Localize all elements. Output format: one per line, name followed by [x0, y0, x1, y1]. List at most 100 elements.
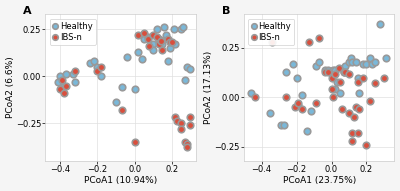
- Point: [131, 88, 138, 91]
- Point: [306, 40, 312, 44]
- Legend: Healthy, IBS-n: Healthy, IBS-n: [248, 19, 294, 45]
- X-axis label: PCoA1 (10.94%): PCoA1 (10.94%): [84, 176, 157, 185]
- Point: [87, 62, 93, 65]
- Point: [63, 73, 69, 76]
- Point: [141, 37, 147, 40]
- Point: [372, 60, 378, 63]
- Point: [135, 50, 142, 53]
- Point: [356, 108, 363, 111]
- Point: [363, 143, 370, 146]
- Point: [312, 102, 319, 105]
- Point: [382, 56, 389, 59]
- Point: [372, 82, 378, 85]
- Point: [156, 43, 162, 46]
- Point: [328, 88, 335, 91]
- Point: [328, 76, 335, 79]
- Point: [154, 28, 160, 31]
- Point: [187, 67, 194, 70]
- Point: [55, 80, 62, 83]
- Point: [354, 76, 361, 79]
- Point: [353, 60, 359, 63]
- Point: [321, 68, 328, 71]
- Point: [363, 62, 370, 65]
- Point: [292, 106, 298, 109]
- Point: [141, 32, 147, 35]
- Point: [150, 33, 156, 36]
- Point: [321, 70, 328, 73]
- Point: [340, 70, 347, 73]
- Point: [118, 86, 125, 89]
- Point: [330, 68, 336, 71]
- Point: [98, 65, 104, 68]
- Point: [340, 70, 347, 73]
- Point: [377, 23, 384, 26]
- Point: [183, 142, 190, 145]
- Point: [353, 106, 359, 109]
- Point: [278, 123, 284, 126]
- Point: [167, 41, 173, 44]
- Point: [163, 33, 169, 36]
- Point: [135, 33, 142, 36]
- Point: [180, 26, 186, 29]
- Point: [307, 110, 314, 113]
- Point: [360, 62, 366, 65]
- Point: [293, 76, 300, 79]
- Point: [61, 91, 67, 95]
- Point: [342, 64, 349, 67]
- Point: [146, 45, 153, 48]
- Point: [59, 79, 65, 82]
- Point: [139, 58, 145, 61]
- Point: [94, 65, 101, 68]
- Point: [346, 72, 352, 75]
- Point: [159, 49, 166, 52]
- Point: [90, 60, 97, 63]
- Point: [332, 88, 338, 91]
- Point: [354, 131, 361, 134]
- Point: [368, 62, 375, 65]
- Point: [118, 108, 125, 111]
- Point: [304, 129, 310, 132]
- Point: [342, 70, 349, 73]
- Point: [150, 49, 156, 52]
- Point: [381, 76, 387, 79]
- Point: [334, 80, 340, 83]
- Point: [174, 120, 180, 123]
- Point: [154, 35, 160, 38]
- Point: [283, 70, 289, 73]
- Point: [72, 80, 78, 83]
- Text: B: B: [222, 6, 230, 16]
- Point: [283, 96, 289, 99]
- Y-axis label: PCoA2 (17.13%): PCoA2 (17.13%): [204, 51, 213, 124]
- Point: [356, 92, 363, 95]
- Point: [354, 80, 361, 83]
- Point: [325, 68, 331, 71]
- Point: [295, 102, 302, 105]
- Point: [150, 43, 156, 46]
- Point: [72, 69, 78, 72]
- Point: [183, 65, 190, 68]
- Point: [316, 36, 322, 40]
- Point: [183, 146, 190, 149]
- Point: [339, 108, 345, 111]
- Point: [187, 123, 194, 126]
- Point: [248, 92, 254, 95]
- Point: [367, 100, 373, 103]
- Point: [332, 72, 338, 75]
- Point: [337, 92, 344, 95]
- Point: [325, 70, 331, 73]
- Point: [367, 56, 373, 59]
- Point: [360, 76, 366, 79]
- Point: [124, 56, 130, 59]
- Point: [165, 37, 171, 40]
- Point: [348, 56, 354, 59]
- Point: [178, 28, 184, 31]
- Point: [351, 116, 358, 119]
- Point: [98, 75, 104, 78]
- Point: [170, 28, 177, 31]
- Point: [335, 66, 342, 69]
- Point: [349, 131, 356, 134]
- Point: [165, 60, 171, 63]
- Point: [330, 96, 336, 99]
- Point: [312, 64, 319, 67]
- Point: [182, 140, 188, 143]
